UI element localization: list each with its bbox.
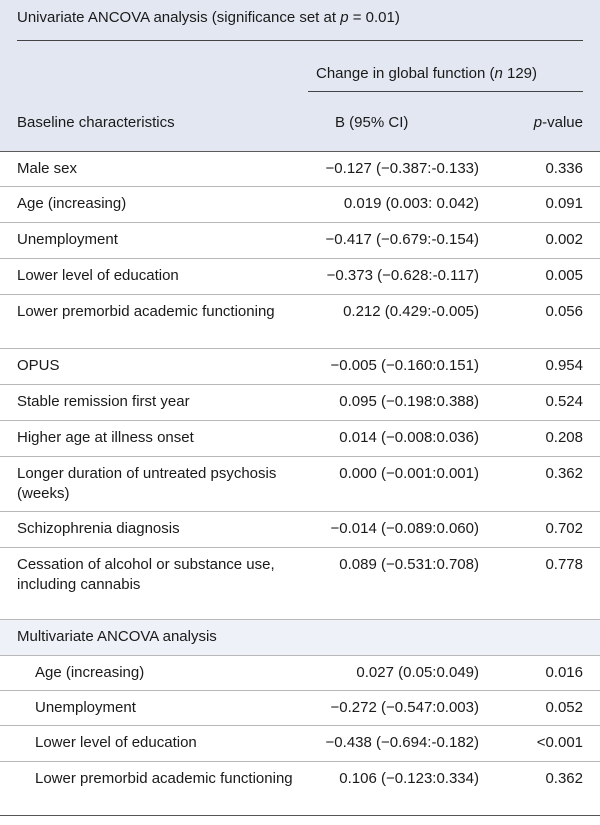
table-row: Lower level of education −0.438 (−0.694:-… <box>0 726 600 762</box>
row-p-value: 0.052 <box>545 699 583 716</box>
column-header-p-symbol: p <box>533 114 543 131</box>
table-row: Male sex −0.127 (−0.387:-0.133) 0.336 <box>0 152 600 187</box>
row-label: Lower level of education <box>17 267 179 284</box>
table-row: Unemployment −0.417 (−0.679:-0.154) 0.002 <box>0 223 600 259</box>
title-suffix: = 0.01) <box>348 9 400 26</box>
column-header-p: p-value <box>534 114 583 131</box>
row-p-value: 0.056 <box>545 303 583 320</box>
row-p-value: 0.336 <box>545 160 583 177</box>
table-row: OPUS −0.005 (−0.160:0.151) 0.954 <box>0 349 600 385</box>
table-header: Univariate ANCOVA analysis (significance… <box>0 0 600 152</box>
change-header-divider <box>308 91 583 92</box>
row-b-value: −0.014 (−0.089:0.060) <box>330 520 479 537</box>
row-b-value: −0.438 (−0.694:-0.182) <box>325 734 479 751</box>
table-row: Schizophrenia diagnosis −0.014 (−0.089:0.… <box>0 512 600 548</box>
table-row: Age (increasing) 0.019 (0.003: 0.042) 0.09… <box>0 187 600 223</box>
row-label: OPUS <box>17 357 60 374</box>
row-b-value: 0.095 (−0.198:0.388) <box>339 393 479 410</box>
row-p-value: 0.362 <box>545 770 583 787</box>
row-b-value: 0.106 (−0.123:0.334) <box>339 770 479 787</box>
row-p-value: <0.001 <box>536 734 583 751</box>
row-p-value: 0.702 <box>545 520 583 537</box>
table-row: Higher age at illness onset 0.014 (−0.008… <box>0 421 600 457</box>
title-p-symbol: p <box>340 9 349 26</box>
table-row: Lower premorbid academic functioning 0.21… <box>0 295 600 349</box>
column-header-b: B (95% CI) <box>335 114 409 131</box>
row-p-value: 0.208 <box>545 429 583 446</box>
title-divider <box>17 40 583 41</box>
row-p-value: 0.778 <box>545 556 583 573</box>
row-label: Longer duration of untreated psychosis (… <box>17 465 277 502</box>
row-label: Lower premorbid academic functioning <box>35 770 293 787</box>
row-label: Lower premorbid academic functioning <box>17 303 275 320</box>
table-title: Univariate ANCOVA analysis (significance… <box>17 9 400 26</box>
row-label: Schizophrenia diagnosis <box>17 520 180 537</box>
column-header-p-suffix: -value <box>542 114 583 131</box>
row-label: Multivariate ANCOVA analysis <box>17 628 217 645</box>
row-p-value: 0.091 <box>545 195 583 212</box>
table-row: Longer duration of untreated psychosis (… <box>0 457 600 512</box>
table-row: Age (increasing) 0.027 (0.05:0.049) 0.016 <box>0 656 600 691</box>
change-header-prefix: Change in global function ( <box>316 65 495 82</box>
table-row: Lower premorbid academic functioning 0.10… <box>0 762 600 816</box>
row-p-value: 0.005 <box>545 267 583 284</box>
column-header-baseline: Baseline characteristics <box>17 114 175 131</box>
row-label: Age (increasing) <box>17 195 127 212</box>
row-b-value: −0.373 (−0.628:-0.117) <box>326 267 479 284</box>
table-row: Lower level of education −0.373 (−0.628:-… <box>0 259 600 295</box>
row-label: Higher age at illness onset <box>17 429 194 446</box>
change-header-suffix: 129) <box>502 65 538 82</box>
row-b-value: 0.212 (0.429:-0.005) <box>343 303 479 320</box>
row-p-value: 0.954 <box>545 357 583 374</box>
row-b-value: 0.089 (−0.531:0.708) <box>339 556 479 573</box>
row-p-value: 0.002 <box>545 231 583 248</box>
row-b-value: 0.027 (0.05:0.049) <box>356 664 479 681</box>
row-b-value: 0.019 (0.003: 0.042) <box>343 195 479 212</box>
row-label: Unemployment <box>35 699 136 716</box>
table-row: Stable remission first year 0.095 (−0.198… <box>0 385 600 421</box>
row-b-value: 0.014 (−0.008:0.036) <box>339 429 479 446</box>
row-p-value: 0.016 <box>545 664 583 681</box>
table-body: Male sex −0.127 (−0.387:-0.133) 0.336 Age (… <box>0 152 600 816</box>
row-p-value: 0.362 <box>545 465 583 482</box>
row-label: Age (increasing) <box>35 664 145 681</box>
row-label: Unemployment <box>17 231 118 248</box>
title-prefix: Univariate ANCOVA analysis (significance… <box>17 9 341 26</box>
row-label: Cessation of alcohol or substance use, i… <box>17 556 275 593</box>
subgroup-header-row: Multivariate ANCOVA analysis <box>0 620 600 656</box>
row-b-value: −0.127 (−0.387:-0.133) <box>325 160 479 177</box>
row-label: Lower level of education <box>35 734 197 751</box>
change-header-n-symbol: n <box>494 65 503 82</box>
row-b-value: 0.000 (−0.001:0.001) <box>339 465 479 482</box>
row-b-value: −0.005 (−0.160:0.151) <box>330 357 479 374</box>
table-row: Cessation of alcohol or substance use, i… <box>0 548 600 620</box>
change-header: Change in global function (n 129) <box>316 65 537 82</box>
table-row: Unemployment −0.272 (−0.547:0.003) 0.052 <box>0 691 600 726</box>
row-b-value: −0.272 (−0.547:0.003) <box>330 699 479 716</box>
row-b-value: −0.417 (−0.679:-0.154) <box>325 231 479 248</box>
row-label: Male sex <box>17 160 78 177</box>
row-p-value: 0.524 <box>545 393 583 410</box>
row-label: Stable remission first year <box>17 393 190 410</box>
